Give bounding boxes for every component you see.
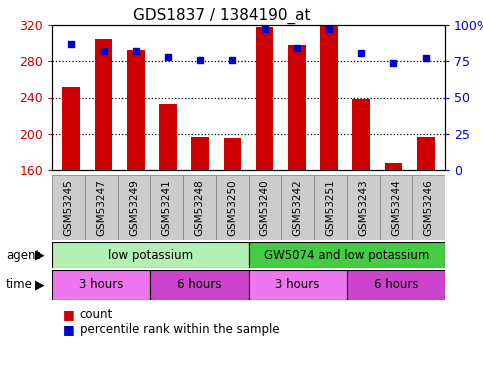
Text: GSM53241: GSM53241	[162, 179, 171, 236]
Bar	[85, 175, 117, 240]
Bar	[384, 163, 402, 170]
Text: GSM53247: GSM53247	[96, 179, 106, 236]
Bar	[117, 175, 150, 240]
Bar	[347, 175, 380, 240]
Bar	[150, 175, 183, 240]
Text: GSM53251: GSM53251	[326, 179, 335, 236]
Text: low potassium: low potassium	[108, 249, 193, 261]
Bar	[380, 175, 412, 240]
Bar	[95, 39, 113, 170]
Bar	[191, 137, 209, 170]
Bar	[417, 137, 435, 170]
Text: count: count	[80, 309, 113, 321]
Text: GSM53244: GSM53244	[391, 179, 401, 236]
Bar	[52, 242, 248, 268]
Bar	[183, 175, 216, 240]
Bar	[52, 270, 150, 300]
Text: percentile rank within the sample: percentile rank within the sample	[80, 324, 279, 336]
Text: time: time	[6, 279, 33, 291]
Bar	[256, 27, 273, 170]
Text: 3 hours: 3 hours	[79, 279, 123, 291]
Bar	[216, 175, 248, 240]
Text: 3 hours: 3 hours	[275, 279, 320, 291]
Text: GSM53248: GSM53248	[194, 179, 204, 236]
Bar	[314, 175, 347, 240]
Bar	[150, 270, 248, 300]
Text: 6 hours: 6 hours	[374, 279, 418, 291]
Bar	[347, 270, 445, 300]
Text: GSM53240: GSM53240	[260, 179, 270, 236]
Text: GSM53242: GSM53242	[293, 179, 303, 236]
Bar	[52, 175, 85, 240]
Bar	[159, 104, 177, 170]
Text: GSM53246: GSM53246	[424, 179, 434, 236]
Bar	[127, 50, 144, 170]
Bar	[248, 242, 445, 268]
Text: GW5074 and low potassium: GW5074 and low potassium	[264, 249, 429, 261]
Bar	[412, 175, 445, 240]
Text: GSM53245: GSM53245	[63, 179, 73, 236]
Text: 6 hours: 6 hours	[177, 279, 222, 291]
Bar	[353, 99, 370, 170]
Text: ▶: ▶	[35, 279, 45, 291]
Text: GSM53250: GSM53250	[227, 179, 237, 236]
Text: ▶: ▶	[35, 249, 45, 261]
Bar	[62, 87, 80, 170]
Text: GSM53243: GSM53243	[358, 179, 368, 236]
Bar	[288, 45, 306, 170]
Bar	[281, 175, 314, 240]
Text: GDS1837 / 1384190_at: GDS1837 / 1384190_at	[133, 8, 311, 24]
Text: ■: ■	[63, 309, 74, 321]
Bar	[224, 138, 241, 170]
Text: GSM53249: GSM53249	[129, 179, 139, 236]
Bar	[248, 270, 347, 300]
Text: agent: agent	[6, 249, 40, 261]
Bar	[320, 26, 338, 170]
Bar	[248, 175, 281, 240]
Text: ■: ■	[63, 324, 74, 336]
